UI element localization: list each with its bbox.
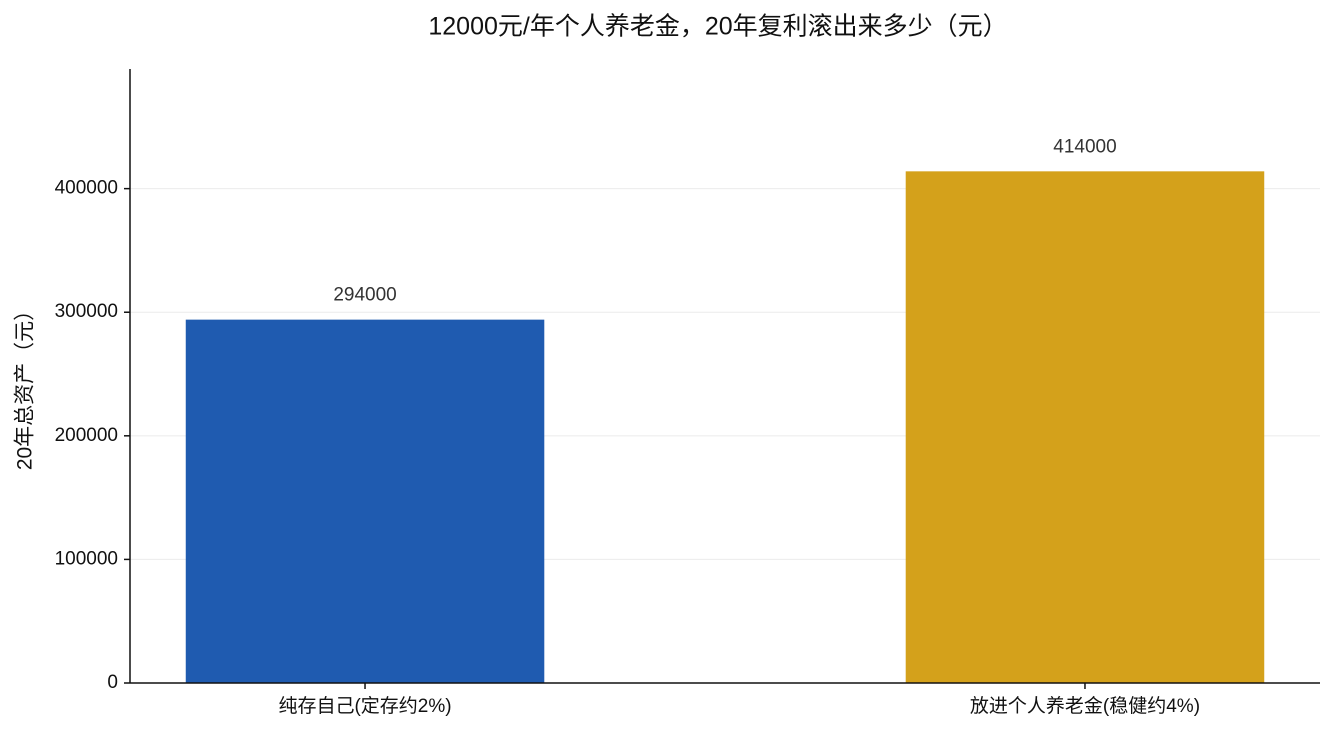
y-tick-label: 0	[107, 672, 118, 693]
bar	[905, 171, 1265, 684]
value-label: 294000	[333, 285, 396, 306]
x-tick-label: 纯存自己(定存约2%)	[278, 695, 451, 717]
y-axis-label: 20年总资产（元）	[14, 300, 37, 470]
y-tick-label: 100000	[55, 548, 118, 569]
y-tick-label: 400000	[55, 178, 118, 199]
bar	[185, 319, 545, 683]
y-tick-label: 300000	[55, 301, 118, 322]
x-tick-label: 放进个人养老金(稳健约4%)	[970, 695, 1200, 717]
value-label: 414000	[1053, 136, 1116, 157]
chart-title: 12000元/年个人养老金，20年复利滚出来多少（元）	[428, 13, 1007, 41]
y-tick-label: 200000	[55, 425, 118, 446]
